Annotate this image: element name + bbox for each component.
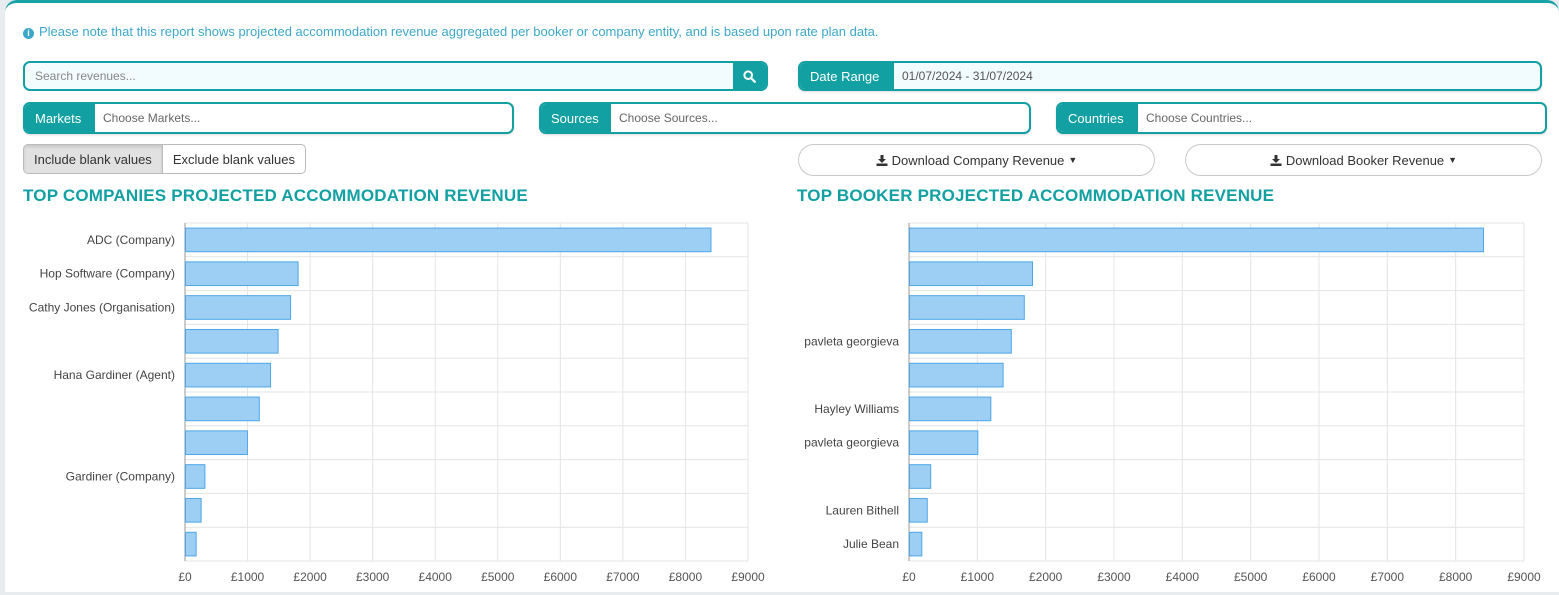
x-tick-label: £2000 bbox=[293, 570, 327, 584]
x-tick-label: £2000 bbox=[1029, 570, 1063, 584]
category-label: Cathy Jones (Organisation) bbox=[29, 301, 175, 315]
x-tick-label: £4000 bbox=[1166, 570, 1200, 584]
revenue-bar[interactable] bbox=[185, 464, 206, 489]
revenue-bar[interactable] bbox=[185, 430, 248, 456]
download-company-label: Download Company Revenue bbox=[891, 152, 1065, 168]
sources-select[interactable]: Choose Sources... bbox=[619, 111, 718, 125]
info-icon: i bbox=[23, 28, 34, 39]
category-label: Julie Bean bbox=[843, 537, 899, 551]
x-tick-label: £0 bbox=[902, 570, 916, 584]
revenue-bar[interactable] bbox=[185, 396, 260, 422]
search-button[interactable] bbox=[733, 63, 766, 89]
x-tick-label: £6000 bbox=[544, 570, 578, 584]
revenue-bar[interactable] bbox=[909, 261, 1033, 287]
notice-text: Please note that this report shows proje… bbox=[39, 24, 879, 39]
download-company-button[interactable]: Download Company Revenue ▼ bbox=[798, 144, 1155, 176]
revenue-bar[interactable] bbox=[185, 497, 202, 523]
x-tick-label: £3000 bbox=[356, 570, 390, 584]
x-tick-label: £9000 bbox=[731, 570, 765, 584]
category-label: Hop Software (Company) bbox=[40, 267, 175, 281]
x-tick-label: £1000 bbox=[231, 570, 265, 584]
revenue-bar[interactable] bbox=[185, 362, 272, 388]
caret-down-icon: ▼ bbox=[1068, 155, 1078, 165]
category-label: Gardiner (Company) bbox=[66, 470, 175, 484]
info-notice: i Please note that this report shows proj… bbox=[23, 24, 879, 39]
date-range-label: Date Range bbox=[800, 63, 894, 89]
revenue-bar[interactable] bbox=[909, 430, 979, 456]
x-tick-label: £8000 bbox=[669, 570, 703, 584]
category-label: Hayley Williams bbox=[814, 402, 899, 416]
x-tick-label: £4000 bbox=[419, 570, 453, 584]
companies-chart-title: TOP COMPANIES PROJECTED ACCOMMODATION RE… bbox=[23, 186, 528, 205]
revenue-bar[interactable] bbox=[909, 362, 1004, 388]
date-range-group: Date Range 01/07/2024 - 31/07/2024 bbox=[798, 61, 1542, 91]
download-icon bbox=[876, 154, 888, 166]
x-tick-label: £0 bbox=[178, 570, 192, 584]
revenue-bar[interactable] bbox=[185, 227, 712, 253]
revenue-bar[interactable] bbox=[185, 261, 299, 287]
revenue-bar[interactable] bbox=[909, 328, 1012, 354]
download-booker-button[interactable]: Download Booker Revenue ▼ bbox=[1185, 144, 1542, 176]
companies-revenue-chart: £0 £1000 £2000 £3000 £4000 £5000 £6000 £7000 £80… bbox=[29, 222, 765, 584]
countries-filter: Countries Choose Countries... bbox=[1056, 102, 1547, 134]
booker-revenue-chart: £0 £1000 £2000 £3000 £4000 £5000 £6000 £7000 £80… bbox=[804, 222, 1541, 584]
countries-select[interactable]: Choose Countries... bbox=[1146, 111, 1253, 125]
x-tick-label: £9000 bbox=[1507, 570, 1541, 584]
markets-label: Markets bbox=[25, 104, 95, 132]
x-tick-label: £6000 bbox=[1302, 570, 1336, 584]
caret-down-icon: ▼ bbox=[1448, 155, 1458, 165]
search-icon bbox=[743, 69, 756, 83]
revenue-bar[interactable] bbox=[909, 464, 932, 489]
revenue-bar[interactable] bbox=[909, 295, 1025, 320]
category-label: pavleta georgieva bbox=[804, 436, 899, 450]
download-booker-label: Download Booker Revenue bbox=[1285, 152, 1445, 168]
sources-label: Sources bbox=[541, 104, 611, 132]
revenue-bar[interactable] bbox=[909, 497, 928, 523]
markets-filter: Markets Choose Markets... bbox=[23, 102, 514, 134]
revenue-bar[interactable] bbox=[909, 227, 1484, 253]
sources-filter: Sources Choose Sources... bbox=[539, 102, 1031, 134]
revenue-bar[interactable] bbox=[909, 531, 923, 557]
x-tick-label: £5000 bbox=[1234, 570, 1268, 584]
revenue-bar[interactable] bbox=[909, 396, 992, 422]
booker-chart-title: TOP BOOKER PROJECTED ACCOMMODATION REVEN… bbox=[797, 186, 1275, 205]
download-icon bbox=[1270, 154, 1282, 166]
x-tick-label: £8000 bbox=[1439, 570, 1473, 584]
exclude-blank-button[interactable]: Exclude blank values bbox=[172, 151, 295, 167]
category-label: ADC (Company) bbox=[87, 233, 175, 247]
x-tick-label: £7000 bbox=[606, 570, 640, 584]
category-label: pavleta georgieva bbox=[804, 334, 899, 348]
search-box bbox=[23, 61, 768, 91]
date-range-input[interactable]: 01/07/2024 - 31/07/2024 bbox=[902, 69, 1033, 83]
category-label: Lauren Bithell bbox=[826, 503, 899, 517]
include-blank-button[interactable]: Include blank values bbox=[24, 145, 163, 173]
countries-label: Countries bbox=[1058, 104, 1138, 132]
markets-select[interactable]: Choose Markets... bbox=[103, 111, 201, 125]
revenue-bar[interactable] bbox=[185, 531, 197, 557]
x-tick-label: £3000 bbox=[1097, 570, 1131, 584]
blank-values-toggle: Include blank values Exclude blank value… bbox=[23, 144, 306, 174]
revenue-bar[interactable] bbox=[185, 328, 279, 354]
x-tick-label: £1000 bbox=[961, 570, 995, 584]
search-input[interactable] bbox=[25, 63, 733, 89]
revenue-bar[interactable] bbox=[185, 295, 292, 320]
report-panel: i Please note that this report shows proj… bbox=[5, 0, 1559, 592]
category-label: Hana Gardiner (Agent) bbox=[54, 368, 175, 382]
x-tick-label: £5000 bbox=[481, 570, 515, 584]
x-tick-label: £7000 bbox=[1371, 570, 1405, 584]
